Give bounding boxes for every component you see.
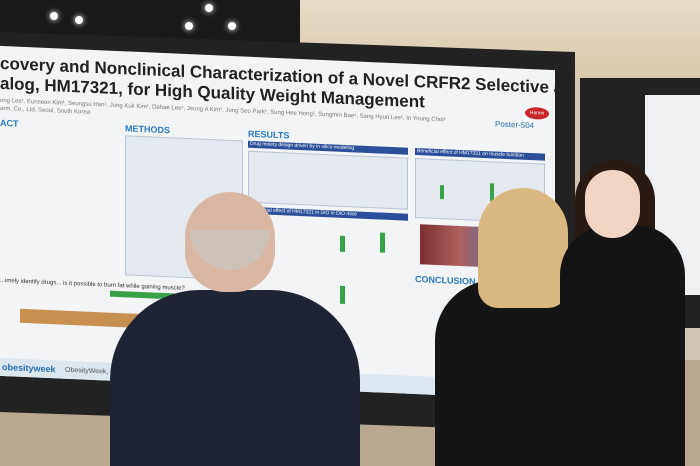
methods-heading: METHODS — [125, 123, 170, 136]
hanmi-logo: Hanmi — [525, 106, 549, 120]
ceiling-light — [50, 12, 58, 20]
conclusion-heading: CONCLUSION — [415, 274, 476, 287]
results-heading: RESULTS — [248, 128, 290, 141]
blonde-hair — [478, 188, 568, 308]
abstract-heading: ACT — [0, 117, 19, 129]
chart-bar — [440, 185, 444, 200]
man-in-suit — [110, 290, 360, 466]
chart-bar — [380, 232, 385, 253]
affiliation: arm. Co., Ltd. Seoul, South Korea — [0, 105, 91, 116]
ceiling-light — [185, 22, 193, 30]
results-band: Beneficial effect of HM17321 in DIO in D… — [248, 206, 408, 221]
ceiling-light — [228, 22, 236, 30]
poster-number: Poster-504 — [495, 119, 535, 131]
chart-bar — [340, 285, 345, 304]
obesityweek-logo: obesityweek — [2, 361, 56, 375]
chart-bar — [340, 235, 345, 252]
presenter-face — [585, 170, 640, 238]
ceiling-light — [75, 16, 83, 24]
presenter — [560, 225, 685, 466]
figure-panel — [248, 150, 408, 210]
ceiling-light — [205, 4, 213, 12]
